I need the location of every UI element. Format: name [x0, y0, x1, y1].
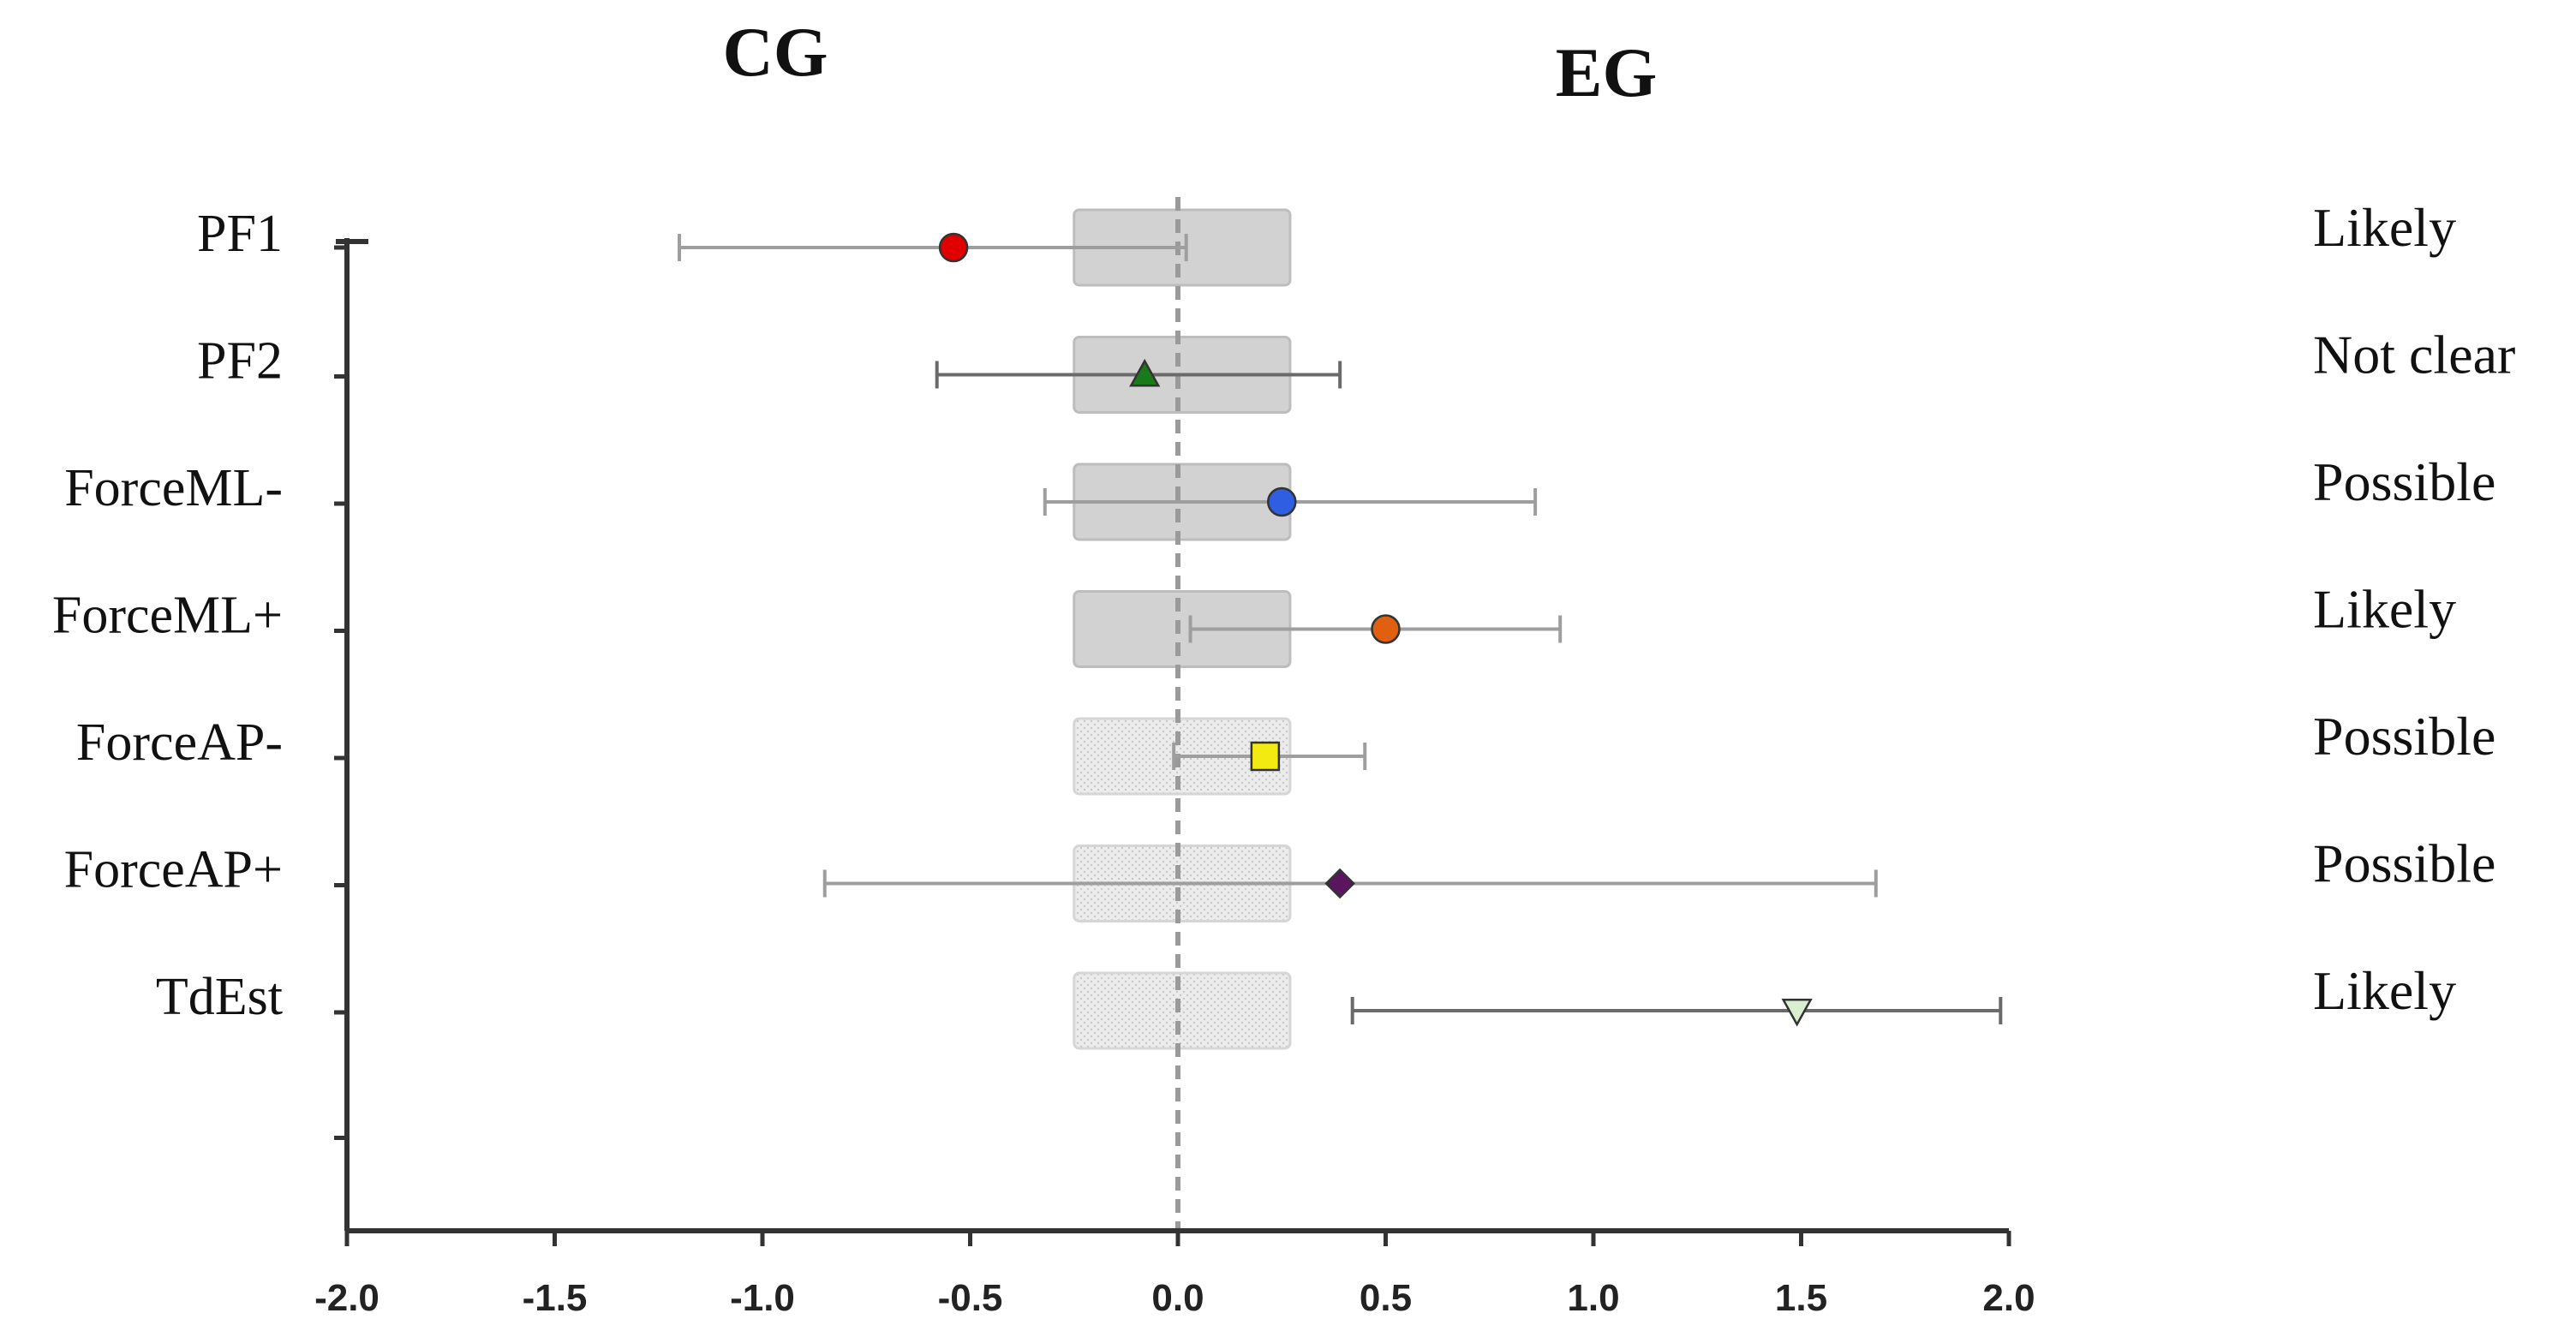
- x-tick-labels: -2.0 -1.5 -1.0 -0.5 0.0 0.5 1.0 1.5 2.0: [314, 1277, 2035, 1319]
- point-estimate: [1267, 486, 1297, 517]
- group-left-title: CG: [723, 13, 828, 91]
- inference-label: Possible: [2313, 451, 2495, 512]
- inference-labels: Likely Not clear Possible Likely Possible Pos…: [2313, 197, 2515, 1021]
- point-estimate: [1324, 868, 1355, 899]
- row-label: TdEst: [156, 968, 283, 1026]
- inference-label: Not clear: [2313, 325, 2515, 385]
- row-label: ForceML-: [64, 459, 283, 517]
- x-tick-label: -1.5: [523, 1277, 588, 1319]
- point-estimate: [1129, 358, 1161, 387]
- point-estimate: [1781, 998, 1813, 1027]
- inference-label: Likely: [2313, 197, 2456, 258]
- x-tick-label: 0.5: [1360, 1277, 1412, 1319]
- point-estimate: [1250, 741, 1281, 772]
- confidence-intervals: [678, 234, 2003, 1024]
- row-labels: PF1 PF2 ForceML- ForceML+ ForceAP- ForceAP+ Td…: [52, 205, 283, 1026]
- inference-label: Possible: [2313, 706, 2495, 767]
- group-right-title: EG: [1556, 33, 1657, 111]
- point-estimates: [938, 232, 1813, 1027]
- row-label: ForceAP-: [76, 713, 283, 772]
- row-label: ForceAP+: [64, 841, 283, 899]
- x-tick-label: 2.0: [1982, 1277, 2035, 1319]
- row-label: ForceML+: [52, 587, 283, 645]
- point-estimate: [938, 232, 969, 263]
- x-tick-label: 0.0: [1151, 1277, 1204, 1319]
- inference-label: Likely: [2313, 960, 2456, 1021]
- x-tick-label: 1.0: [1567, 1277, 1619, 1319]
- x-tick-label: 1.5: [1775, 1277, 1827, 1319]
- inference-label: Likely: [2313, 579, 2456, 640]
- x-tick-label: -2.0: [314, 1277, 380, 1319]
- trivial-band: [1073, 971, 1292, 1050]
- x-tick-label: -0.5: [938, 1277, 1003, 1319]
- x-tick-label: -1.0: [730, 1277, 795, 1319]
- inference-label: Possible: [2313, 833, 2495, 894]
- axes: [334, 238, 2011, 1246]
- row-label: PF1: [197, 205, 283, 263]
- point-estimate: [1371, 614, 1401, 644]
- row-label: PF2: [197, 332, 283, 391]
